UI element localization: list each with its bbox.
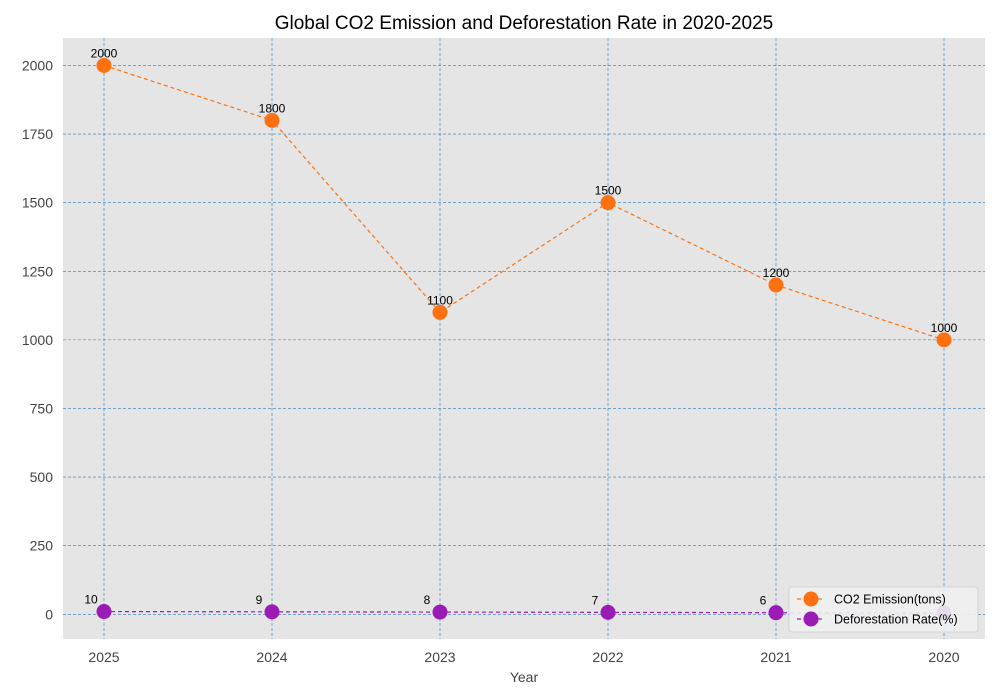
y-tick-label: 500 <box>30 469 54 485</box>
data-point <box>264 112 280 128</box>
data-point <box>96 57 112 73</box>
y-tick-label: 1250 <box>22 263 53 279</box>
plot-background <box>63 38 985 639</box>
data-point <box>768 605 784 621</box>
data-label: 1100 <box>427 293 453 307</box>
data-label: 2000 <box>91 46 118 60</box>
legend-marker <box>803 591 819 607</box>
series-1: 2000 1800 1100 1500 1200 1000 <box>91 46 958 348</box>
data-label: 9 <box>256 593 263 607</box>
y-tick-label: 2000 <box>22 57 53 73</box>
series-line <box>103 64 945 341</box>
y-tick-label: 1500 <box>22 195 53 211</box>
data-label: 10 <box>84 593 98 607</box>
x-tick-label: 2021 <box>760 649 791 665</box>
data-point <box>768 277 784 293</box>
data-label: 7 <box>592 593 599 607</box>
tick-layer: 2025 2024 2023 2022 2021 2020 0 250 500 750 1000 12… <box>22 57 960 665</box>
x-tick-label: 2025 <box>88 649 119 665</box>
x-tick-label: 2023 <box>424 649 455 665</box>
data-label: 1800 <box>259 101 286 115</box>
y-tick-label: 1750 <box>22 126 53 142</box>
y-tick-label: 250 <box>30 538 54 554</box>
data-label: 6 <box>760 594 767 608</box>
data-point <box>96 604 112 620</box>
legend: CO2 Emission(tons) Deforestation Rate(%) <box>788 586 979 633</box>
x-tick-label: 2024 <box>256 649 287 665</box>
data-label: 8 <box>424 593 431 607</box>
series-layer: 2000 1800 1100 1500 1200 1000 10 9 8 7 6 <box>84 46 958 621</box>
y-tick-label: 1000 <box>22 332 53 348</box>
x-tick-label: 2022 <box>592 649 623 665</box>
data-point <box>600 195 616 211</box>
x-axis-label: Year <box>510 669 539 685</box>
data-label: 1000 <box>931 321 958 335</box>
legend-entry: CO2 Emission(tons) <box>834 593 946 607</box>
data-label: 1200 <box>763 266 790 280</box>
data-point <box>432 304 448 320</box>
chart-title: Global CO2 Emission and Deforestation Ra… <box>275 13 774 34</box>
data-point <box>600 604 616 620</box>
data-point <box>432 604 448 620</box>
y-tick-label: 0 <box>45 606 53 622</box>
legend-box <box>788 586 979 633</box>
x-tick-label: 2020 <box>928 649 959 665</box>
legend-entry: Deforestation Rate(%) <box>834 613 958 627</box>
data-label: 1500 <box>595 184 622 198</box>
legend-marker <box>803 611 819 627</box>
data-point <box>936 332 952 348</box>
data-point <box>264 604 280 620</box>
y-tick-label: 750 <box>30 400 54 416</box>
